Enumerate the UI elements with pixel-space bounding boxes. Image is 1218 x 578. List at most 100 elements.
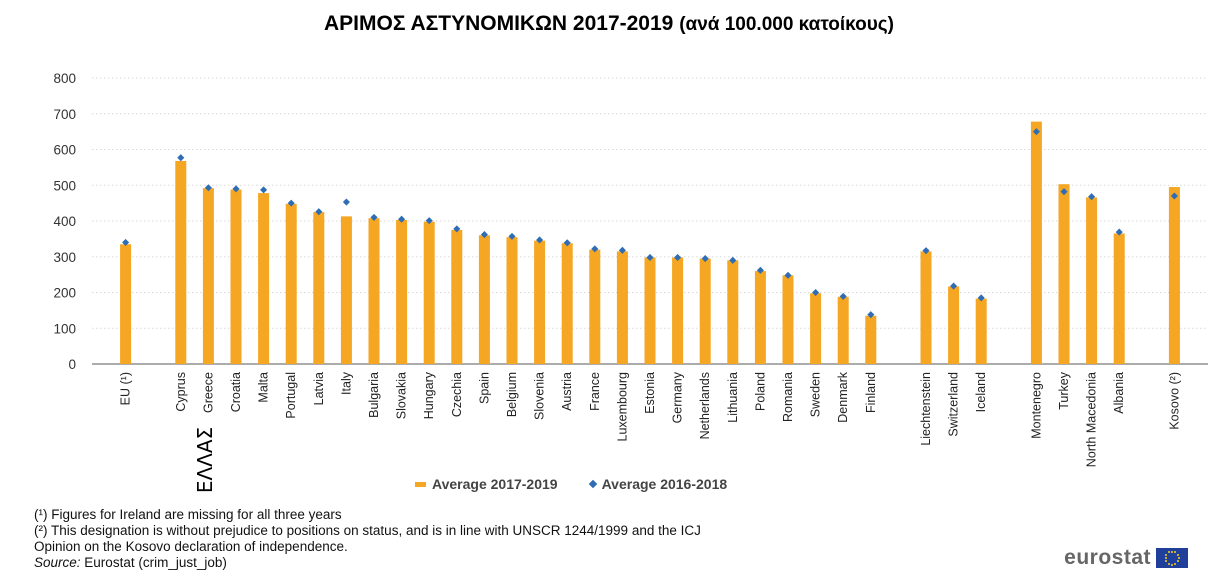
y-tick-label: 400 — [53, 214, 76, 229]
y-tick-label: 100 — [53, 321, 76, 336]
marker-2016-2018 — [232, 185, 240, 193]
bar — [258, 193, 270, 364]
y-tick-label: 200 — [53, 286, 76, 301]
marker-2016-2018 — [867, 311, 875, 319]
marker-2016-2018 — [701, 255, 709, 263]
x-tick-label: Italy — [339, 371, 353, 395]
marker-2016-2018 — [812, 288, 820, 297]
legend-bar-swatch — [415, 481, 426, 487]
legend-label-2017-2019: Average 2017-2019 — [432, 476, 558, 492]
marker-2016-2018 — [784, 271, 792, 279]
bar — [340, 216, 352, 364]
x-tick-label: Liechtenstein — [919, 372, 933, 446]
eurostat-logo: eurostat — [1064, 546, 1188, 570]
x-tick-label: Latvia — [312, 372, 326, 405]
marker-2016-2018 — [536, 236, 544, 244]
bar — [506, 237, 518, 364]
eu-star — [1177, 557, 1180, 559]
marker-2016-2018 — [480, 231, 488, 239]
bar — [451, 229, 463, 364]
marker-2016-2018 — [287, 199, 295, 207]
y-tick-label: 800 — [53, 71, 76, 86]
eu-star — [1165, 553, 1168, 556]
bar — [120, 244, 132, 364]
bar — [699, 258, 711, 364]
footnote-1: (¹) Figures for Ireland are missing for … — [34, 507, 342, 522]
x-tick-label: Estonia — [643, 372, 657, 414]
marker-2016-2018 — [756, 266, 764, 274]
legend-marker-swatch — [588, 479, 597, 489]
marker-2016-2018 — [646, 253, 654, 262]
x-tick-label: Sweden — [809, 372, 823, 417]
bar — [1168, 187, 1180, 364]
bar — [230, 189, 242, 364]
marker-2016-2018 — [977, 294, 985, 302]
bar — [202, 188, 214, 364]
x-tick-label: Denmark — [836, 371, 850, 422]
marker-2016-2018 — [342, 198, 350, 206]
footnote-2a: (²) This designation is without prejudic… — [34, 523, 701, 538]
x-tick-label: EU (¹) — [119, 372, 133, 405]
bar — [837, 296, 849, 364]
x-tick-label: Kosovo (²) — [1167, 372, 1181, 430]
eu-star — [1171, 550, 1173, 553]
eu-star — [1176, 553, 1179, 556]
x-tick-label: Cyprus — [174, 372, 188, 412]
marker-2016-2018 — [618, 246, 626, 254]
marker-2016-2018 — [591, 245, 599, 253]
eu-flag-icon — [1156, 548, 1188, 568]
x-tick-label: Turkey — [1057, 371, 1071, 409]
x-tick-label: Portugal — [284, 372, 298, 419]
eu-star — [1167, 562, 1170, 565]
eurostat-logo-text: eurostat — [1064, 546, 1151, 569]
marker-2016-2018 — [177, 154, 185, 162]
x-tick-label: Slovenia — [533, 372, 547, 420]
chart-title-main: ΑΡΙΜΟΣ ΑΣΤΥΝΟΜΙΚΩΝ 2017-2019 — [323, 12, 674, 35]
x-tick-label: Croatia — [229, 372, 243, 412]
marker-2016-2018 — [674, 253, 682, 262]
bar — [1086, 197, 1098, 364]
eu-star — [1174, 551, 1177, 554]
bar — [1113, 233, 1125, 364]
bar — [616, 251, 628, 364]
y-tick-label: 300 — [53, 250, 76, 265]
marker-2016-2018 — [260, 186, 268, 194]
marker-2016-2018 — [122, 238, 130, 246]
chart-title-sub: (ανά 100.000 κατοίκους) — [679, 14, 894, 35]
y-tick-label: 500 — [53, 178, 76, 193]
marker-2016-2018 — [839, 292, 847, 300]
bar — [782, 275, 794, 364]
x-tick-label: Finland — [864, 372, 878, 413]
eu-star — [1174, 562, 1177, 565]
y-tick-label: 700 — [53, 107, 76, 122]
x-tick-label: Bulgaria — [367, 372, 381, 418]
eu-star — [1176, 560, 1179, 563]
marker-2016-2018 — [398, 215, 406, 223]
y-tick-label: 0 — [68, 357, 76, 372]
x-tick-label: Poland — [753, 372, 767, 411]
bar — [478, 235, 490, 364]
greece-annotation-text: ΕΛΛΑΣ — [193, 426, 217, 494]
marker-2016-2018 — [950, 282, 958, 290]
x-tick-label: Malta — [257, 372, 271, 403]
legend-item-2017-2019: Average 2017-2019 — [415, 476, 558, 492]
x-tick-label: Switzerland — [947, 372, 961, 437]
bar — [672, 257, 684, 364]
footnotes: (¹) Figures for Ireland are missing for … — [34, 507, 701, 571]
bar — [396, 219, 408, 364]
x-tick-label: Romania — [781, 372, 795, 422]
marker-2016-2018 — [453, 225, 461, 233]
x-tick-label: Czechia — [450, 372, 464, 417]
bar — [285, 203, 297, 364]
bar — [534, 240, 546, 364]
legend-label-2016-2018: Average 2016-2018 — [601, 476, 728, 492]
source-text: Eurostat (crim_just_job) — [84, 555, 227, 570]
eu-star — [1167, 551, 1170, 554]
bar — [175, 160, 187, 364]
bar — [975, 298, 987, 364]
bar — [920, 251, 932, 364]
x-tick-label: Luxembourg — [615, 372, 629, 442]
bar — [589, 249, 601, 364]
bar — [561, 243, 573, 364]
